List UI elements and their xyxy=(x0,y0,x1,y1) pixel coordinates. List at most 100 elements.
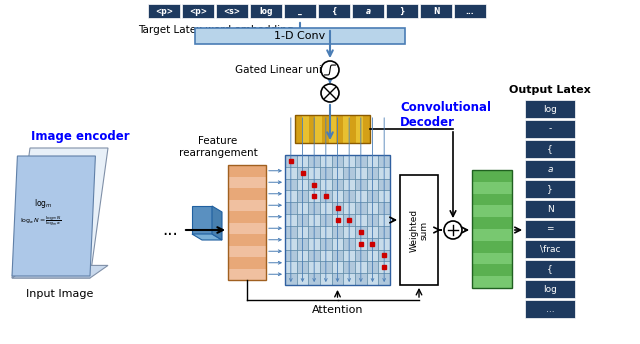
Bar xyxy=(285,202,297,214)
Text: -: - xyxy=(548,125,552,133)
Bar xyxy=(343,273,355,285)
Bar xyxy=(367,214,378,226)
Polygon shape xyxy=(192,234,222,240)
Bar xyxy=(367,261,378,273)
Text: log: log xyxy=(543,284,557,293)
Bar xyxy=(228,234,266,246)
Text: <p>: <p> xyxy=(155,7,173,15)
Bar xyxy=(472,276,512,288)
Bar xyxy=(332,214,343,226)
Polygon shape xyxy=(12,156,95,276)
Bar xyxy=(367,167,378,179)
Bar xyxy=(250,4,282,18)
Bar xyxy=(367,155,378,167)
Bar xyxy=(329,115,336,143)
Polygon shape xyxy=(212,206,222,240)
Polygon shape xyxy=(12,148,108,278)
Bar xyxy=(454,4,486,18)
Text: Feature
rearrangement: Feature rearrangement xyxy=(179,136,257,158)
Bar xyxy=(323,115,329,143)
Bar xyxy=(332,167,343,179)
Bar xyxy=(297,273,308,285)
Bar xyxy=(472,252,512,265)
Bar xyxy=(228,269,266,280)
Bar xyxy=(356,115,363,143)
Bar xyxy=(363,115,370,143)
Bar xyxy=(308,214,320,226)
Bar xyxy=(320,214,332,226)
Bar xyxy=(320,191,332,202)
Bar xyxy=(297,261,308,273)
Bar xyxy=(320,155,332,167)
Bar xyxy=(400,175,438,285)
Bar xyxy=(297,214,308,226)
Bar xyxy=(355,179,367,191)
Bar xyxy=(355,155,367,167)
Text: _: _ xyxy=(298,7,302,15)
Bar xyxy=(355,226,367,238)
Bar xyxy=(472,194,512,205)
Bar xyxy=(525,100,575,118)
Bar xyxy=(308,261,320,273)
Bar xyxy=(320,238,332,249)
Bar xyxy=(367,202,378,214)
Bar xyxy=(320,202,332,214)
Bar xyxy=(525,120,575,138)
Bar xyxy=(336,115,343,143)
Bar xyxy=(332,179,343,191)
Bar xyxy=(297,226,308,238)
Text: 1-D Conv: 1-D Conv xyxy=(275,31,326,41)
Bar xyxy=(343,226,355,238)
Bar xyxy=(228,211,266,223)
Text: =: = xyxy=(547,225,554,234)
Bar xyxy=(192,206,212,234)
Bar xyxy=(228,165,266,280)
Bar xyxy=(332,155,343,167)
Text: Input Image: Input Image xyxy=(26,289,93,299)
Bar xyxy=(378,273,390,285)
Bar xyxy=(472,241,512,252)
Bar xyxy=(367,273,378,285)
Bar xyxy=(472,170,512,288)
Bar xyxy=(343,238,355,249)
Bar xyxy=(525,240,575,258)
Polygon shape xyxy=(12,266,108,278)
Text: }: } xyxy=(399,7,404,15)
Bar xyxy=(228,188,266,200)
Bar xyxy=(367,179,378,191)
Bar xyxy=(378,249,390,261)
Bar xyxy=(308,179,320,191)
Bar xyxy=(378,238,390,249)
Bar xyxy=(343,155,355,167)
Bar xyxy=(182,4,214,18)
Bar xyxy=(378,155,390,167)
Text: a: a xyxy=(547,164,553,173)
Bar xyxy=(349,115,356,143)
Bar xyxy=(295,115,302,143)
Bar xyxy=(228,246,266,257)
Bar xyxy=(343,261,355,273)
Bar xyxy=(420,4,452,18)
Bar xyxy=(297,238,308,249)
Bar xyxy=(378,214,390,226)
Text: <s>: <s> xyxy=(223,7,241,15)
Bar xyxy=(320,261,332,273)
Text: ...: ... xyxy=(162,221,178,239)
Bar xyxy=(472,265,512,276)
Bar xyxy=(378,226,390,238)
Bar xyxy=(355,273,367,285)
Bar xyxy=(148,4,180,18)
Bar xyxy=(525,260,575,278)
Bar xyxy=(355,249,367,261)
Bar xyxy=(216,4,248,18)
Bar xyxy=(295,115,370,143)
Text: log: log xyxy=(543,105,557,114)
Circle shape xyxy=(321,61,339,79)
Bar xyxy=(308,238,320,249)
Bar xyxy=(308,202,320,214)
Bar xyxy=(525,220,575,238)
Bar xyxy=(320,249,332,261)
Bar xyxy=(525,280,575,298)
Bar xyxy=(472,229,512,241)
Bar xyxy=(320,273,332,285)
